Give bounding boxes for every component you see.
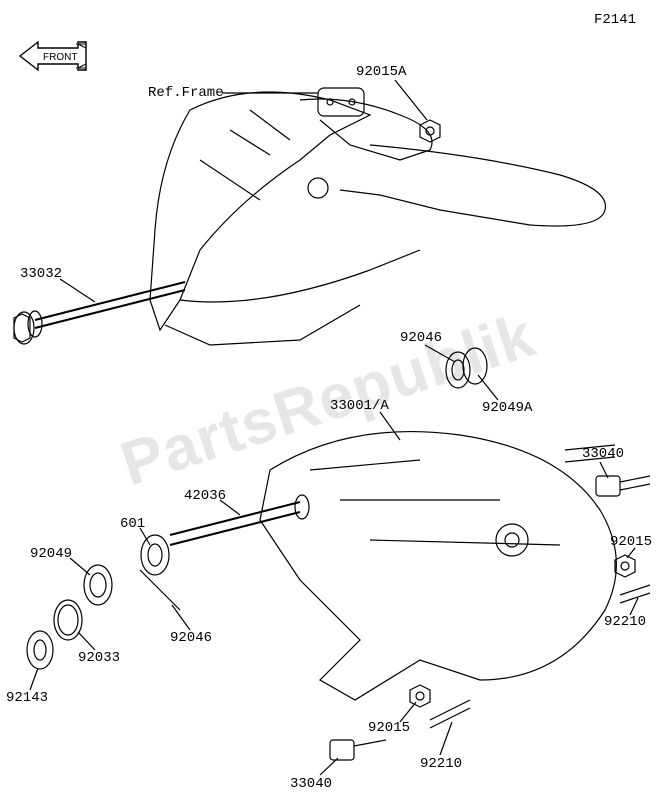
callout-601: 601 xyxy=(120,516,145,532)
callout-42036: 42036 xyxy=(184,488,226,504)
callout-33032: 33032 xyxy=(20,266,62,282)
front-text: FRONT xyxy=(43,52,77,63)
callout-92049: 92049 xyxy=(30,546,72,562)
callout-92033: 92033 xyxy=(78,650,120,666)
callout-33040-right: 33040 xyxy=(582,446,624,462)
callout-33001A: 33001/A xyxy=(330,398,389,414)
callout-92046-lower: 92046 xyxy=(170,630,212,646)
exploded-view-drawing xyxy=(0,0,656,800)
callout-92015A: 92015A xyxy=(356,64,406,80)
callout-33040-bottom: 33040 xyxy=(290,776,332,792)
front-arrow-icon: FRONT xyxy=(16,34,96,78)
callout-92210-right: 92210 xyxy=(604,614,646,630)
diagram-container: PartsRepublik F2141 FRONT xyxy=(0,0,656,800)
callout-92015-bottom: 92015 xyxy=(368,720,410,736)
callout-92143: 92143 xyxy=(6,690,48,706)
ref-frame-label: Ref.Frame xyxy=(148,85,224,101)
callout-92049A: 92049A xyxy=(482,400,532,416)
callout-92015-right: 92015 xyxy=(610,534,652,550)
diagram-code-label: F2141 xyxy=(594,12,636,28)
callout-92046-upper: 92046 xyxy=(400,330,442,346)
callout-92210-bottom: 92210 xyxy=(420,756,462,772)
front-indicator: FRONT xyxy=(16,34,96,83)
